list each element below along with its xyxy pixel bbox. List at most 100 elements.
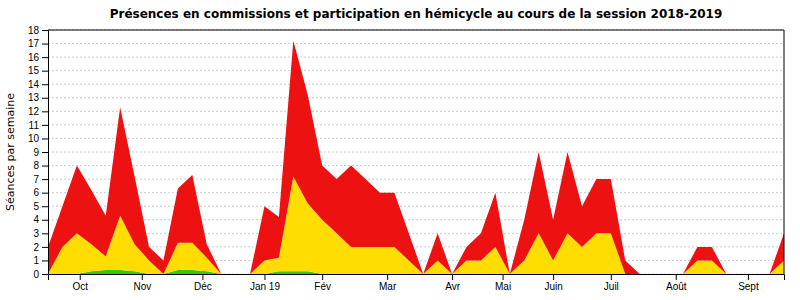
- grid-line: [48, 124, 784, 125]
- grid-line: [48, 30, 784, 31]
- y-tick-mark: [42, 98, 48, 99]
- y-tick-mark: [42, 179, 48, 180]
- grid: [48, 30, 784, 274]
- y-tick-mark: [42, 84, 48, 85]
- y-tick-mark: [42, 152, 48, 153]
- y-tick-label: 2: [33, 242, 39, 253]
- x-tick-mark: [80, 274, 81, 280]
- y-tick: 14: [28, 79, 48, 90]
- y-tick-label: 8: [33, 160, 39, 171]
- y-tick-mark: [42, 274, 48, 275]
- x-tick-mark: [142, 274, 143, 280]
- x-tick: Juin: [544, 274, 562, 292]
- y-tick: 9: [33, 147, 48, 158]
- x-axis: Oct Nov Déc Jan 19 Fév Mar Avr Mai Juin Juil Août S…: [49, 274, 785, 292]
- y-tick-mark: [42, 220, 48, 221]
- y-tick-mark: [42, 260, 48, 261]
- y-tick: 6: [33, 187, 48, 198]
- y-tick-mark: [42, 30, 48, 31]
- y-tick-mark: [42, 125, 48, 126]
- x-tick-label: Jan 19: [250, 281, 280, 292]
- x-tick: Déc: [194, 274, 212, 292]
- x-tick-mark: [202, 274, 203, 280]
- x-tick-label: Mar: [379, 281, 397, 292]
- y-tick: 0: [33, 269, 48, 280]
- y-tick-label: 5: [33, 201, 39, 212]
- grid-line: [48, 179, 784, 180]
- y-tick: 15: [28, 65, 48, 76]
- x-tick-label: Nov: [133, 281, 151, 292]
- y-tick: 16: [28, 52, 48, 63]
- x-tick: Août: [666, 274, 687, 292]
- x-tick-label: Juil: [604, 281, 619, 292]
- x-tick: Fév: [314, 274, 331, 292]
- x-tick-mark: [503, 274, 504, 280]
- grid-line: [48, 165, 784, 166]
- y-tick-mark: [42, 193, 48, 194]
- grid-line: [48, 97, 784, 98]
- area: [48, 41, 784, 274]
- y-tick-mark: [42, 138, 48, 139]
- y-axis-line: [42, 31, 49, 275]
- y-tick-label: 17: [28, 38, 40, 49]
- y-tick-mark: [42, 111, 48, 112]
- y-tick-mark: [42, 206, 48, 207]
- y-axis-title: Séances par semaine: [4, 93, 17, 211]
- y-tick: 4: [33, 214, 48, 225]
- y-tick-mark: [42, 166, 48, 167]
- y-tick-mark: [42, 57, 48, 58]
- y-tick-label: 14: [28, 79, 40, 90]
- grid-line: [48, 152, 784, 153]
- x-tick: Oct: [72, 274, 88, 292]
- grid-line: [48, 246, 784, 247]
- grid-line: [48, 70, 784, 71]
- plot: 0123456789101112131415161718OctNovDécJan…: [28, 25, 785, 292]
- y-tick: 3: [33, 228, 48, 239]
- y-tick: 5: [33, 201, 48, 212]
- y-tick: 18: [28, 25, 48, 36]
- y-tick-label: 18: [28, 25, 40, 36]
- y-tick: 7: [33, 174, 48, 185]
- title: Présences en commissions et participatio…: [110, 7, 723, 21]
- x-tick-label: Sept: [738, 281, 759, 292]
- y-tick: 1: [33, 255, 48, 266]
- y-tick-label: 0: [33, 269, 39, 280]
- y-tick: 2: [33, 242, 48, 253]
- x-tick-mark: [387, 274, 388, 280]
- y-tick: 11: [29, 120, 48, 131]
- y-tick-label: 6: [33, 187, 39, 198]
- x-tick-mark: [322, 274, 323, 280]
- y-tick: 13: [28, 92, 48, 103]
- y-tick-label: 3: [33, 228, 39, 239]
- y-tick-mark: [42, 233, 48, 234]
- y-tick: 8: [33, 160, 48, 171]
- y-tick: 12: [28, 106, 48, 117]
- x-tick: Juil: [604, 274, 619, 292]
- y-tick: 17: [28, 38, 48, 49]
- x-tick-label: Avr: [445, 281, 460, 292]
- x-axis-line: [49, 275, 785, 281]
- x-tick: Mai: [495, 274, 511, 292]
- x-tick: Sept: [738, 274, 759, 292]
- x-tick-label: Oct: [72, 281, 88, 292]
- x-tick-mark: [553, 274, 554, 280]
- x-tick-label: Août: [666, 281, 687, 292]
- chart: 0123456789101112131415161718OctNovDécJan…: [0, 0, 800, 300]
- x-tick-mark: [676, 274, 677, 280]
- grid-line: [48, 138, 784, 139]
- y-tick-label: 10: [28, 133, 40, 144]
- y-tick-label: 16: [28, 52, 40, 63]
- x-tick-label: Mai: [495, 281, 511, 292]
- y-tick-label: 11: [29, 120, 40, 131]
- y-tick-mark: [42, 44, 48, 45]
- grid-line: [48, 233, 784, 234]
- y-tick: 10: [28, 133, 48, 144]
- y-tick-label: 9: [33, 147, 39, 158]
- y-tick-mark: [42, 247, 48, 248]
- x-tick: Mar: [379, 274, 397, 292]
- grid-line: [48, 84, 784, 85]
- grid-line: [48, 57, 784, 58]
- x-tick-label: Déc: [194, 281, 212, 292]
- areas: [48, 41, 784, 274]
- y-axis: 0123456789101112131415161718: [28, 25, 49, 280]
